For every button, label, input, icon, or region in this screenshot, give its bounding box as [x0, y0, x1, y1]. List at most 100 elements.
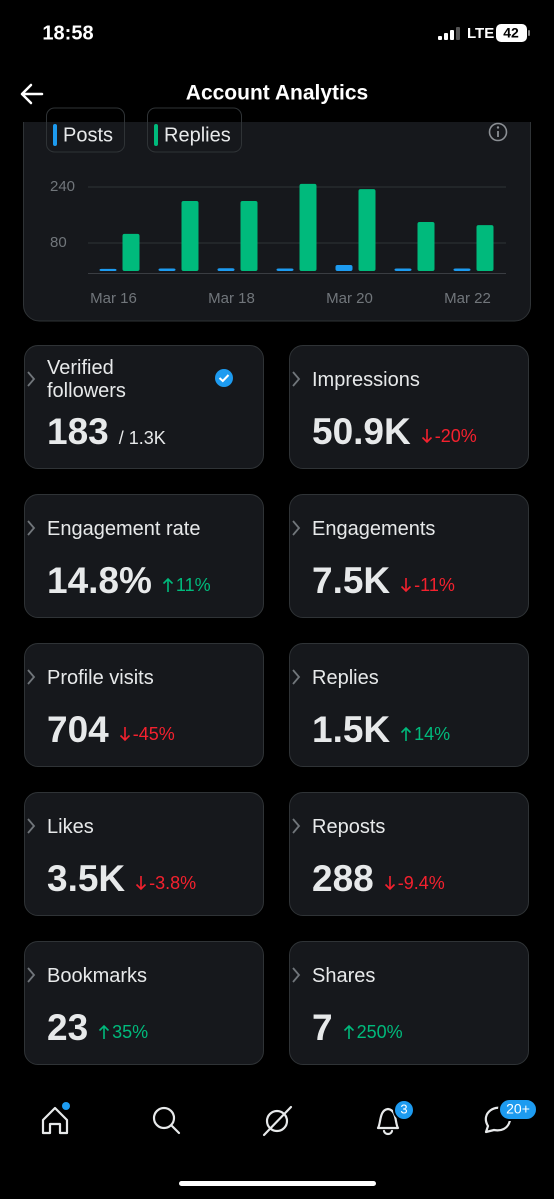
- tile-total: / 1.3K: [118, 428, 166, 448]
- tile-change: 11%: [162, 563, 211, 607]
- nav-search[interactable]: [152, 1106, 176, 1130]
- bar: [358, 189, 376, 271]
- legend-swatch: [154, 124, 158, 146]
- metric-tile[interactable]: Bookmarks 23 35%: [24, 941, 264, 1065]
- tile-value-row: 183 / 1.3K: [47, 410, 166, 460]
- trend-arrow: [162, 577, 173, 592]
- nav-grok-slash[interactable]: [262, 1105, 293, 1137]
- tile-change: -3.8%: [135, 861, 196, 905]
- tile-value-row: 1.5K 14%: [312, 708, 450, 756]
- trend-arrow-path: [162, 577, 173, 592]
- trend-arrow-path: [136, 876, 147, 891]
- tile-label: Bookmarks: [47, 964, 148, 987]
- metric-tile[interactable]: Verified followers 183 / 1.3K: [24, 345, 264, 469]
- metric-tile[interactable]: Shares 7 250%: [289, 941, 529, 1065]
- battery-level: 42: [503, 25, 519, 41]
- back-button[interactable]: [20, 83, 44, 105]
- messages-badge: 20+: [506, 1101, 530, 1117]
- tile-change-text: 250%: [356, 1022, 403, 1042]
- legend-item[interactable]: [46, 107, 125, 153]
- tile-change-text: 14%: [414, 724, 451, 744]
- tile-change-text: -3.8%: [149, 873, 197, 893]
- tile-value: 7.5K: [312, 560, 391, 601]
- chevron: [27, 371, 36, 387]
- metric-tile[interactable]: Impressions 50.9K -20%: [289, 345, 529, 469]
- notifications-badge-bg: [393, 1099, 415, 1121]
- battery-tip: [528, 30, 530, 36]
- info-icon-dot: [496, 126, 500, 129]
- trend-arrow-path: [343, 1024, 354, 1039]
- signal-bar: [444, 33, 448, 40]
- nav-home-dot: [62, 1102, 70, 1110]
- metric-tile[interactable]: Reposts 288 -9.4%: [289, 792, 529, 916]
- tile-change-text: -45%: [132, 724, 175, 744]
- tile-label: Verified followers: [47, 357, 126, 402]
- tile-change: -45%: [119, 712, 175, 756]
- tile-label: Replies: [312, 666, 379, 689]
- tile-change: 250%: [343, 1010, 403, 1054]
- status-time: 18:58: [42, 22, 93, 44]
- tile-value: 23: [47, 1007, 89, 1048]
- chevron-path: [27, 520, 36, 536]
- tile-change-text: -9.4%: [397, 873, 445, 893]
- y-tick-label: 240: [50, 178, 75, 195]
- metric-tile[interactable]: Engagement rate 14.8% 11%: [24, 494, 264, 618]
- bar: [158, 268, 176, 271]
- notifications-badge: 3: [400, 1101, 407, 1116]
- metric-tile[interactable]: Engagements 7.5K -11%: [289, 494, 529, 618]
- battery: [496, 24, 527, 42]
- tile-label: Engagement rate: [47, 517, 201, 540]
- x-tick-label: Mar 20: [326, 290, 373, 307]
- chevron: [292, 967, 301, 983]
- chevron: [27, 669, 36, 685]
- verified-check: [218, 374, 230, 383]
- nav-grok[interactable]: [265, 1109, 289, 1133]
- metric-tile[interactable]: Likes 3.5K -3.8%: [24, 792, 264, 916]
- bar: [240, 201, 258, 271]
- bar: [417, 222, 435, 271]
- tile-change-text: 11%: [175, 575, 211, 595]
- signal-bar: [438, 36, 442, 40]
- tile-label: Engagements: [312, 517, 436, 540]
- chevron: [292, 520, 301, 536]
- trend-arrow: [421, 429, 432, 444]
- chevron: [27, 967, 36, 983]
- nav-home[interactable]: [41, 1106, 69, 1135]
- chevron-path: [292, 967, 301, 983]
- legend-item[interactable]: [147, 107, 242, 153]
- tile-change: 14%: [400, 712, 450, 756]
- metric-tile[interactable]: Profile visits 704 -45%: [24, 643, 264, 767]
- bar: [181, 201, 199, 271]
- verified-circle: [215, 369, 233, 387]
- trend-arrow: [343, 1024, 354, 1039]
- info-icon[interactable]: [488, 122, 508, 142]
- chevron-path: [292, 371, 301, 387]
- tile-value-row: 288 -9.4%: [312, 857, 445, 905]
- trend-arrow: [384, 876, 395, 891]
- trend-arrow-path: [384, 876, 395, 891]
- nav-notifications[interactable]: [376, 1107, 400, 1136]
- home-indicator: [179, 1181, 376, 1186]
- legend-label: Replies: [164, 124, 231, 146]
- metric-tile[interactable]: Replies 1.5K 14%: [289, 643, 529, 767]
- chevron: [292, 669, 301, 685]
- tile-value-row: 704 -45%: [47, 708, 175, 756]
- tile-change: -20%: [421, 414, 477, 458]
- bar: [276, 268, 294, 271]
- chevron: [292, 818, 301, 834]
- tile-value-row: 50.9K -20%: [312, 410, 477, 458]
- trend-arrow-path: [421, 429, 432, 444]
- bar: [335, 265, 353, 271]
- verified-badge: [215, 369, 233, 387]
- tile-label: Impressions: [312, 368, 420, 391]
- trend-arrow: [401, 578, 412, 593]
- tile-label: Profile visits: [47, 666, 154, 689]
- tile-value-row: 23 35%: [47, 1006, 148, 1054]
- tile-value-row: 3.5K -3.8%: [47, 857, 196, 905]
- trend-arrow-path: [99, 1024, 110, 1039]
- bar: [394, 268, 412, 271]
- tile-label: Reposts: [312, 815, 386, 838]
- nav-search-handle[interactable]: [170, 1124, 181, 1135]
- bar: [99, 268, 117, 271]
- chevron: [292, 371, 301, 387]
